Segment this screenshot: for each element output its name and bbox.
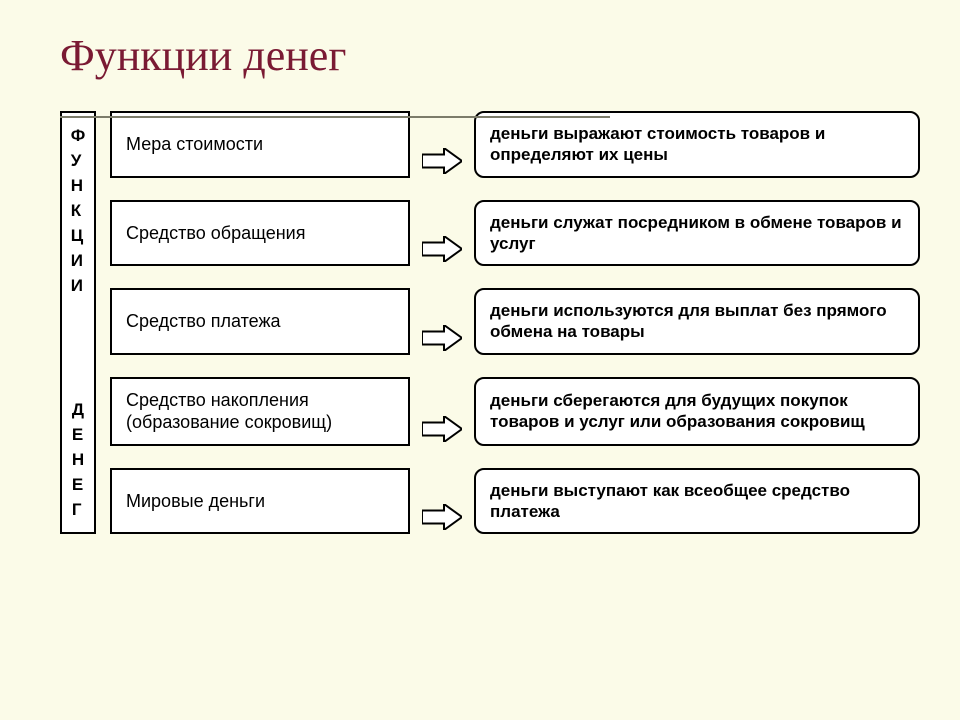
vertical-label-char: И <box>71 252 86 269</box>
diagram-row: Средство платежа деньги используются для… <box>110 288 920 355</box>
function-description-box: деньги служат посредником в обмене товар… <box>474 200 920 267</box>
vertical-label-char: Е <box>72 476 84 493</box>
vertical-label-char: У <box>71 152 86 169</box>
vertical-label-char: Ц <box>71 227 86 244</box>
arrow-right-icon <box>420 377 464 446</box>
function-name-box: Мировые деньги <box>110 468 410 535</box>
vertical-label-char: Г <box>72 501 84 518</box>
vertical-label-char: Д <box>72 401 84 418</box>
vertical-label-char: Н <box>72 451 84 468</box>
function-name-box: Средство платежа <box>110 288 410 355</box>
function-description-box: деньги выражают стоимость товаров и опре… <box>474 111 920 178</box>
vertical-label-char: И <box>71 277 86 294</box>
arrow-right-icon <box>420 468 464 535</box>
arrow-right-icon <box>420 288 464 355</box>
arrow-right-icon <box>420 111 464 178</box>
vertical-label: ФУНКЦИИДЕНЕГ <box>60 111 96 534</box>
diagram-content: ФУНКЦИИДЕНЕГ Мера стоимости деньги выраж… <box>60 111 920 534</box>
function-name-box: Мера стоимости <box>110 111 410 178</box>
function-description-box: деньги сберегаются для будущих покупок т… <box>474 377 920 446</box>
vertical-label-char: Ф <box>71 127 86 144</box>
vertical-label-char: К <box>71 202 86 219</box>
rows-container: Мера стоимости деньги выражают стоимость… <box>110 111 920 534</box>
title-rule <box>60 116 610 118</box>
diagram-row: Средство накопления (образование сокрови… <box>110 377 920 446</box>
vertical-label-char: Н <box>71 177 86 194</box>
vertical-label-char: Е <box>72 426 84 443</box>
arrow-right-icon <box>420 200 464 267</box>
slide: Функции денег ФУНКЦИИДЕНЕГ Мера стоимост… <box>0 0 960 720</box>
function-name-box: Средство обращения <box>110 200 410 267</box>
function-description-box: деньги выступают как всеобщее средство п… <box>474 468 920 535</box>
diagram-row: Средство обращения деньги служат посредн… <box>110 200 920 267</box>
diagram-row: Мировые деньги деньги выступают как всео… <box>110 468 920 535</box>
slide-title: Функции денег <box>60 30 920 81</box>
diagram-row: Мера стоимости деньги выражают стоимость… <box>110 111 920 178</box>
function-name-box: Средство накопления (образование сокрови… <box>110 377 410 446</box>
function-description-box: деньги используются для выплат без прямо… <box>474 288 920 355</box>
